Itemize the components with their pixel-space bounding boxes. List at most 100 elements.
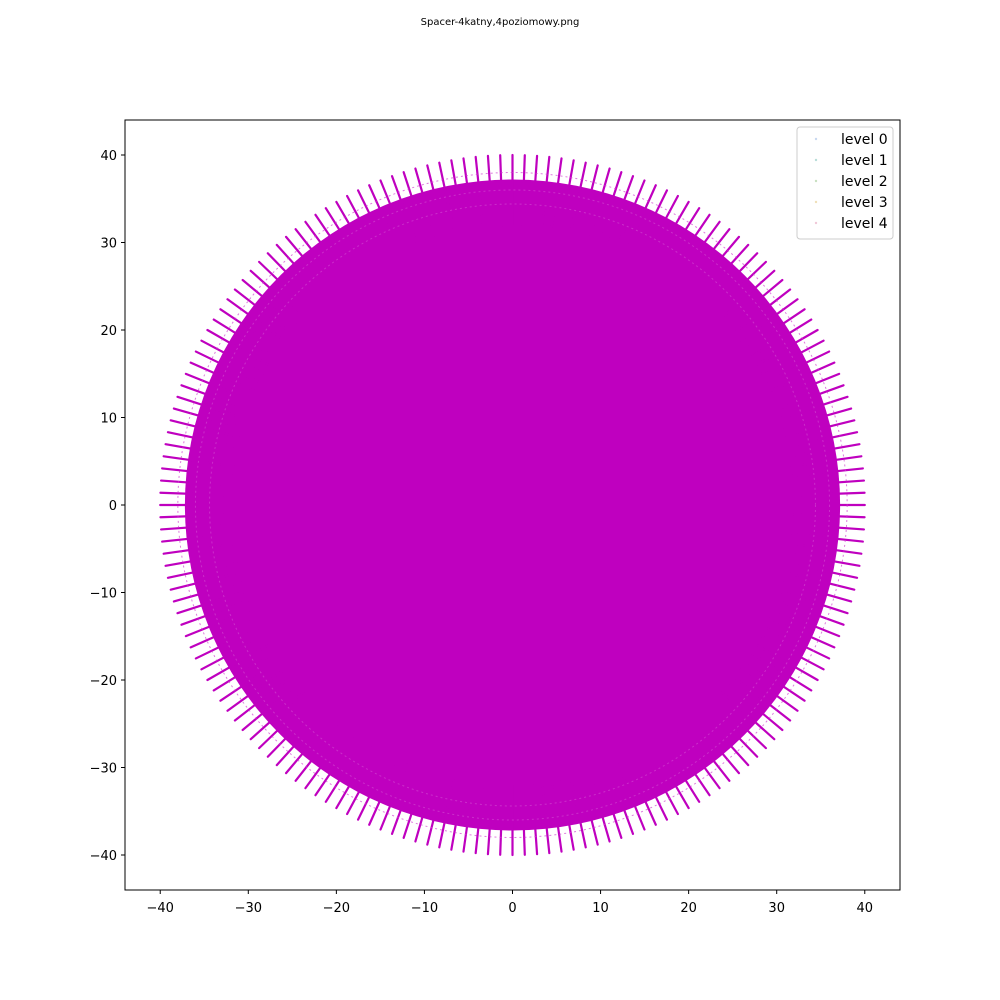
point-spoke (212, 318, 275, 358)
point-spoke (560, 159, 575, 231)
point-spoke (760, 635, 825, 671)
point-spoke (784, 571, 856, 591)
point-spoke (569, 777, 587, 849)
x-axis: −40 −30 −20 −10 0 10 20 30 40 (147, 890, 873, 916)
point-spoke (335, 200, 373, 264)
point-spoke (390, 175, 418, 243)
point-spoke (707, 705, 759, 758)
point-spoke (714, 260, 768, 312)
y-tick-label: −30 (90, 762, 117, 777)
point-spoke (346, 194, 382, 259)
legend-label: level 4 (841, 216, 888, 232)
y-tick-label: 20 (100, 324, 117, 339)
point-spoke (257, 260, 311, 312)
point-spoke (249, 269, 305, 319)
point-spoke (176, 590, 246, 615)
point-spoke (368, 759, 399, 826)
x-tick-label: 40 (856, 901, 873, 916)
point-spoke (379, 763, 409, 831)
legend-label: level 0 (841, 132, 888, 148)
point-spoke (206, 643, 270, 682)
point-spoke (788, 552, 861, 567)
point-spoke (784, 419, 856, 439)
point-spoke (793, 491, 866, 497)
point-spoke (699, 711, 750, 767)
point-spoke (579, 775, 599, 846)
point-spoke (788, 443, 861, 458)
point-spoke (161, 533, 234, 543)
x-tick-label: 20 (680, 901, 697, 916)
point-spoke (652, 200, 690, 264)
point-spoke (768, 617, 836, 649)
y-tick-label: 40 (100, 149, 117, 164)
point-spoke (294, 228, 341, 286)
point-spoke (791, 533, 864, 543)
legend-label: level 3 (841, 195, 888, 211)
y-tick-label: −20 (90, 674, 117, 689)
legend-marker (814, 200, 818, 204)
point-spoke (677, 730, 721, 790)
point-spoke (792, 523, 866, 531)
legend-label: level 2 (841, 174, 888, 190)
x-tick-label: 0 (508, 901, 516, 916)
point-spoke (438, 777, 456, 849)
point-spoke (589, 167, 611, 237)
point-spoke (486, 783, 494, 856)
point-spoke (162, 542, 235, 555)
point-spoke (241, 278, 298, 327)
scatter-points (159, 153, 866, 857)
point-cloud-core (184, 179, 841, 831)
point-spoke (727, 278, 784, 327)
point-spoke (660, 741, 701, 803)
point-spoke (499, 783, 504, 856)
point-ring (177, 172, 848, 838)
point-spoke (184, 372, 253, 402)
point-spoke (284, 235, 333, 292)
y-tick-label: 10 (100, 412, 117, 427)
point-spoke (226, 668, 286, 712)
point-spoke (189, 361, 257, 393)
point-spoke (233, 676, 292, 722)
point-spoke (169, 419, 241, 439)
point-spoke (266, 705, 318, 758)
point-spoke (499, 154, 504, 227)
x-tick-label: −20 (323, 901, 350, 916)
point-spoke (426, 775, 446, 846)
point-spoke (180, 599, 249, 626)
point-spoke (782, 581, 853, 603)
point-spoke (790, 542, 863, 555)
y-axis: −40 −30 −20 −10 0 10 20 30 40 (90, 149, 125, 864)
point-spoke (335, 746, 373, 810)
point-spoke (462, 157, 475, 229)
point-spoke (634, 755, 669, 821)
point-spoke (531, 783, 539, 856)
point-spoke (720, 269, 776, 319)
point-spoke (768, 361, 836, 393)
point-spoke (521, 154, 526, 227)
point-spoke (159, 491, 232, 497)
point-spoke (626, 759, 657, 826)
legend-marker (814, 158, 818, 162)
point-spoke (714, 698, 768, 750)
x-tick-label: 10 (592, 901, 609, 916)
legend-box (796, 126, 894, 240)
point-spoke (356, 189, 391, 255)
point-spoke (733, 676, 792, 722)
legend-marker (814, 179, 818, 183)
point-spoke (755, 328, 819, 367)
point-spoke (275, 711, 326, 767)
point-spoke (779, 590, 849, 615)
legend-marker (814, 221, 818, 225)
point-spoke (474, 782, 485, 855)
point-spoke (219, 308, 280, 350)
point-spoke (598, 171, 623, 240)
point-spoke (745, 660, 806, 702)
point-spoke (194, 626, 261, 660)
point-spoke (750, 318, 813, 358)
point-spoke (677, 220, 721, 280)
point-spoke (745, 308, 806, 350)
point-spoke (414, 773, 436, 843)
point-spoke (589, 773, 611, 843)
point-spoke (324, 741, 365, 803)
y-tick-label: −40 (90, 849, 117, 864)
